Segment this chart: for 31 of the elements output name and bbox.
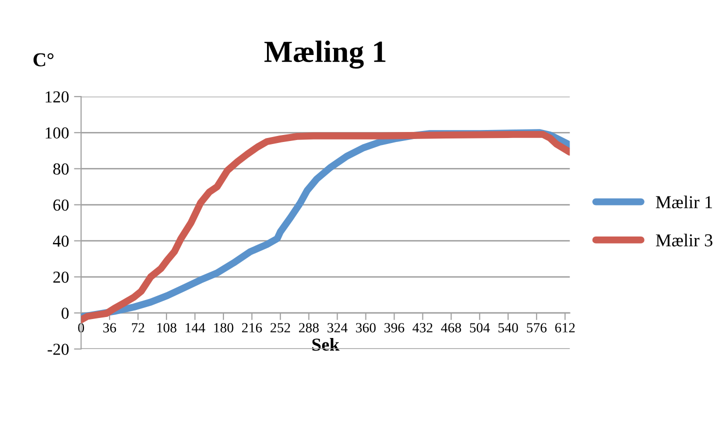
x-tick-label: 108 — [157, 323, 176, 332]
x-tick-label: 576 — [526, 323, 547, 332]
x-tick-label: 396 — [384, 323, 404, 332]
x-axis-title: Sek — [312, 338, 340, 351]
x-tick-label: 540 — [498, 323, 518, 332]
x-tick-label: 216 — [242, 323, 262, 332]
y-tick-label: 20 — [53, 272, 69, 283]
x-tick-label: 180 — [214, 323, 234, 332]
x-tick-label: 288 — [299, 323, 319, 332]
y-axis-title: C° — [34, 53, 54, 66]
x-tick-label: 468 — [441, 323, 462, 332]
legend-label: Mælir 3 — [656, 234, 712, 246]
y-tick-label: -20 — [48, 344, 69, 355]
y-tick-label: 60 — [53, 199, 69, 211]
x-tick-label: 0 — [78, 323, 84, 332]
x-tick-label: 144 — [186, 323, 206, 332]
x-tick-label: 252 — [270, 323, 290, 332]
y-tick-label: 0 — [62, 308, 69, 319]
x-tick-label: 432 — [412, 323, 432, 332]
y-tick-label: 120 — [46, 91, 69, 103]
x-tick-label: 504 — [470, 323, 490, 332]
chart-title: Mæling 1 — [264, 40, 386, 69]
x-tick-label: 324 — [328, 323, 348, 332]
x-tick-label: 612 — [555, 323, 575, 332]
legend-label: Mælir 1 — [656, 196, 712, 208]
x-tick-label: 360 — [356, 323, 376, 332]
x-tick-label: 36 — [103, 323, 116, 332]
y-tick-label: 40 — [52, 236, 69, 247]
y-tick-label: 80 — [53, 163, 69, 175]
y-tick-label: 100 — [46, 127, 69, 139]
x-tick-label: 72 — [132, 323, 144, 332]
